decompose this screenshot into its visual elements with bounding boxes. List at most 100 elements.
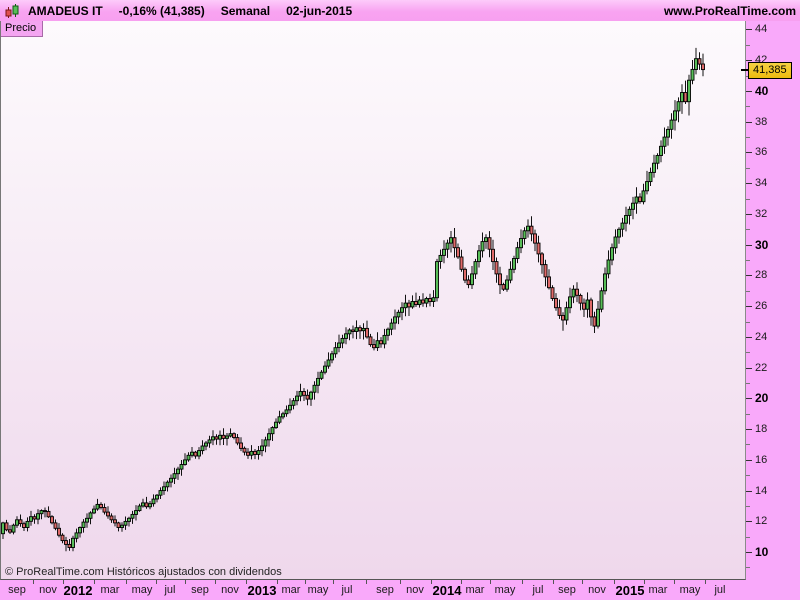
candle [449,231,453,253]
time-axis[interactable]: sep nov 2012 mar may jul sep nov 2013 mar may jul se… [0,580,800,600]
candle [116,521,121,532]
y-axis-label: 24 [755,331,768,343]
y-axis-tick [746,552,752,553]
candle [596,301,600,329]
candle [176,466,180,480]
x-axis-label: 2013 [247,583,277,598]
candle [417,296,422,308]
candle [351,325,355,339]
x-axis-tick [63,580,64,584]
candle [186,452,191,462]
candle [676,97,681,123]
candle [554,293,558,311]
candle [235,434,240,446]
candle [666,126,670,146]
x-axis-label: nov [39,584,57,596]
x-axis-label: mar [465,584,485,596]
x-axis-label: jul [714,584,726,596]
x-axis-label: mar [648,584,668,596]
y-axis-tick [746,260,750,261]
candle [151,494,156,507]
candle [389,318,394,336]
candle [148,501,152,510]
candle [648,167,653,186]
price-axis[interactable]: 44 42 40 38 36 34 32 30 28 26 24 22 20 18 16 14 12 10 [746,21,800,580]
candle [697,52,702,70]
candle [183,453,187,466]
y-axis-label: 44 [755,23,768,35]
y-axis-tick [746,398,752,399]
candle [452,228,457,258]
y-axis-label: 36 [755,146,768,158]
candle [36,509,40,525]
timeframe-label[interactable]: Semanal [220,3,271,18]
candle [256,446,261,460]
panel-tab-precio[interactable]: Precio [1,21,44,37]
candle [253,449,257,460]
y-axis-tick [746,214,752,215]
price-change: -0,16% (41,385) [118,3,205,18]
candle [95,498,100,511]
candle [536,235,541,263]
candle [281,411,285,420]
candle [687,74,691,116]
x-axis-tick [490,580,491,584]
x-axis-tick [94,580,95,584]
symbol-name: AMADEUS IT [28,3,103,18]
candle [309,390,313,406]
x-axis-label: mar [100,584,120,596]
candle [249,445,254,460]
candle [641,183,646,205]
x-axis-tick [614,580,615,584]
y-axis-label: 22 [755,362,768,374]
candle [456,243,460,259]
y-axis-label: 14 [755,485,768,497]
candle [624,206,628,232]
copyright-watermark: © ProRealTime.com Históricos ajustados c… [5,566,282,578]
x-axis-label: nov [406,584,424,596]
y-axis-label: 32 [755,208,768,220]
y-axis-tick [746,275,752,276]
candle [158,487,163,499]
website-link[interactable]: www.ProRealTime.com [663,3,796,18]
y-axis-tick [746,106,750,107]
x-axis-label: jul [164,584,176,596]
y-axis-tick [746,29,752,30]
candle [141,498,145,508]
candle [81,519,86,533]
candle [662,127,667,154]
candle [221,428,226,445]
candle [526,219,530,238]
y-axis-label: 12 [755,515,768,527]
y-axis-tick [746,337,752,338]
y-axis-label: 10 [755,545,769,559]
candle [578,293,583,311]
y-axis-tick [746,229,750,230]
candle [494,257,499,283]
candle [344,327,348,345]
x-axis-label: may [494,584,516,596]
candle [169,474,173,488]
x-axis-tick [246,580,247,584]
candle [515,241,520,264]
candle [204,441,208,451]
candle [484,234,488,249]
y-axis-tick [746,122,752,123]
candle [113,515,117,527]
price-chart-area[interactable]: Precio © ProRealTime.com Históricos ajus… [0,21,746,580]
candle [690,60,695,85]
candle [15,516,19,528]
candle [120,522,124,532]
x-axis-label: sep [558,584,576,596]
candle [585,292,590,318]
candle [491,239,495,270]
candle [200,440,205,455]
y-axis-tick [746,199,750,200]
candle [179,460,184,476]
candle [11,523,16,535]
candle [529,216,534,242]
candle [701,53,705,77]
x-axis-label: may [679,584,701,596]
candlestick-icon [4,3,22,19]
candle [323,361,327,375]
